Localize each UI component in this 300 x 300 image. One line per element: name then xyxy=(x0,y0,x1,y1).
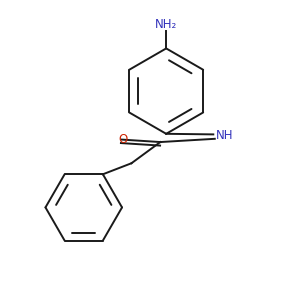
Text: NH: NH xyxy=(216,129,234,142)
Text: NH₂: NH₂ xyxy=(155,18,177,31)
Text: O: O xyxy=(119,133,128,146)
